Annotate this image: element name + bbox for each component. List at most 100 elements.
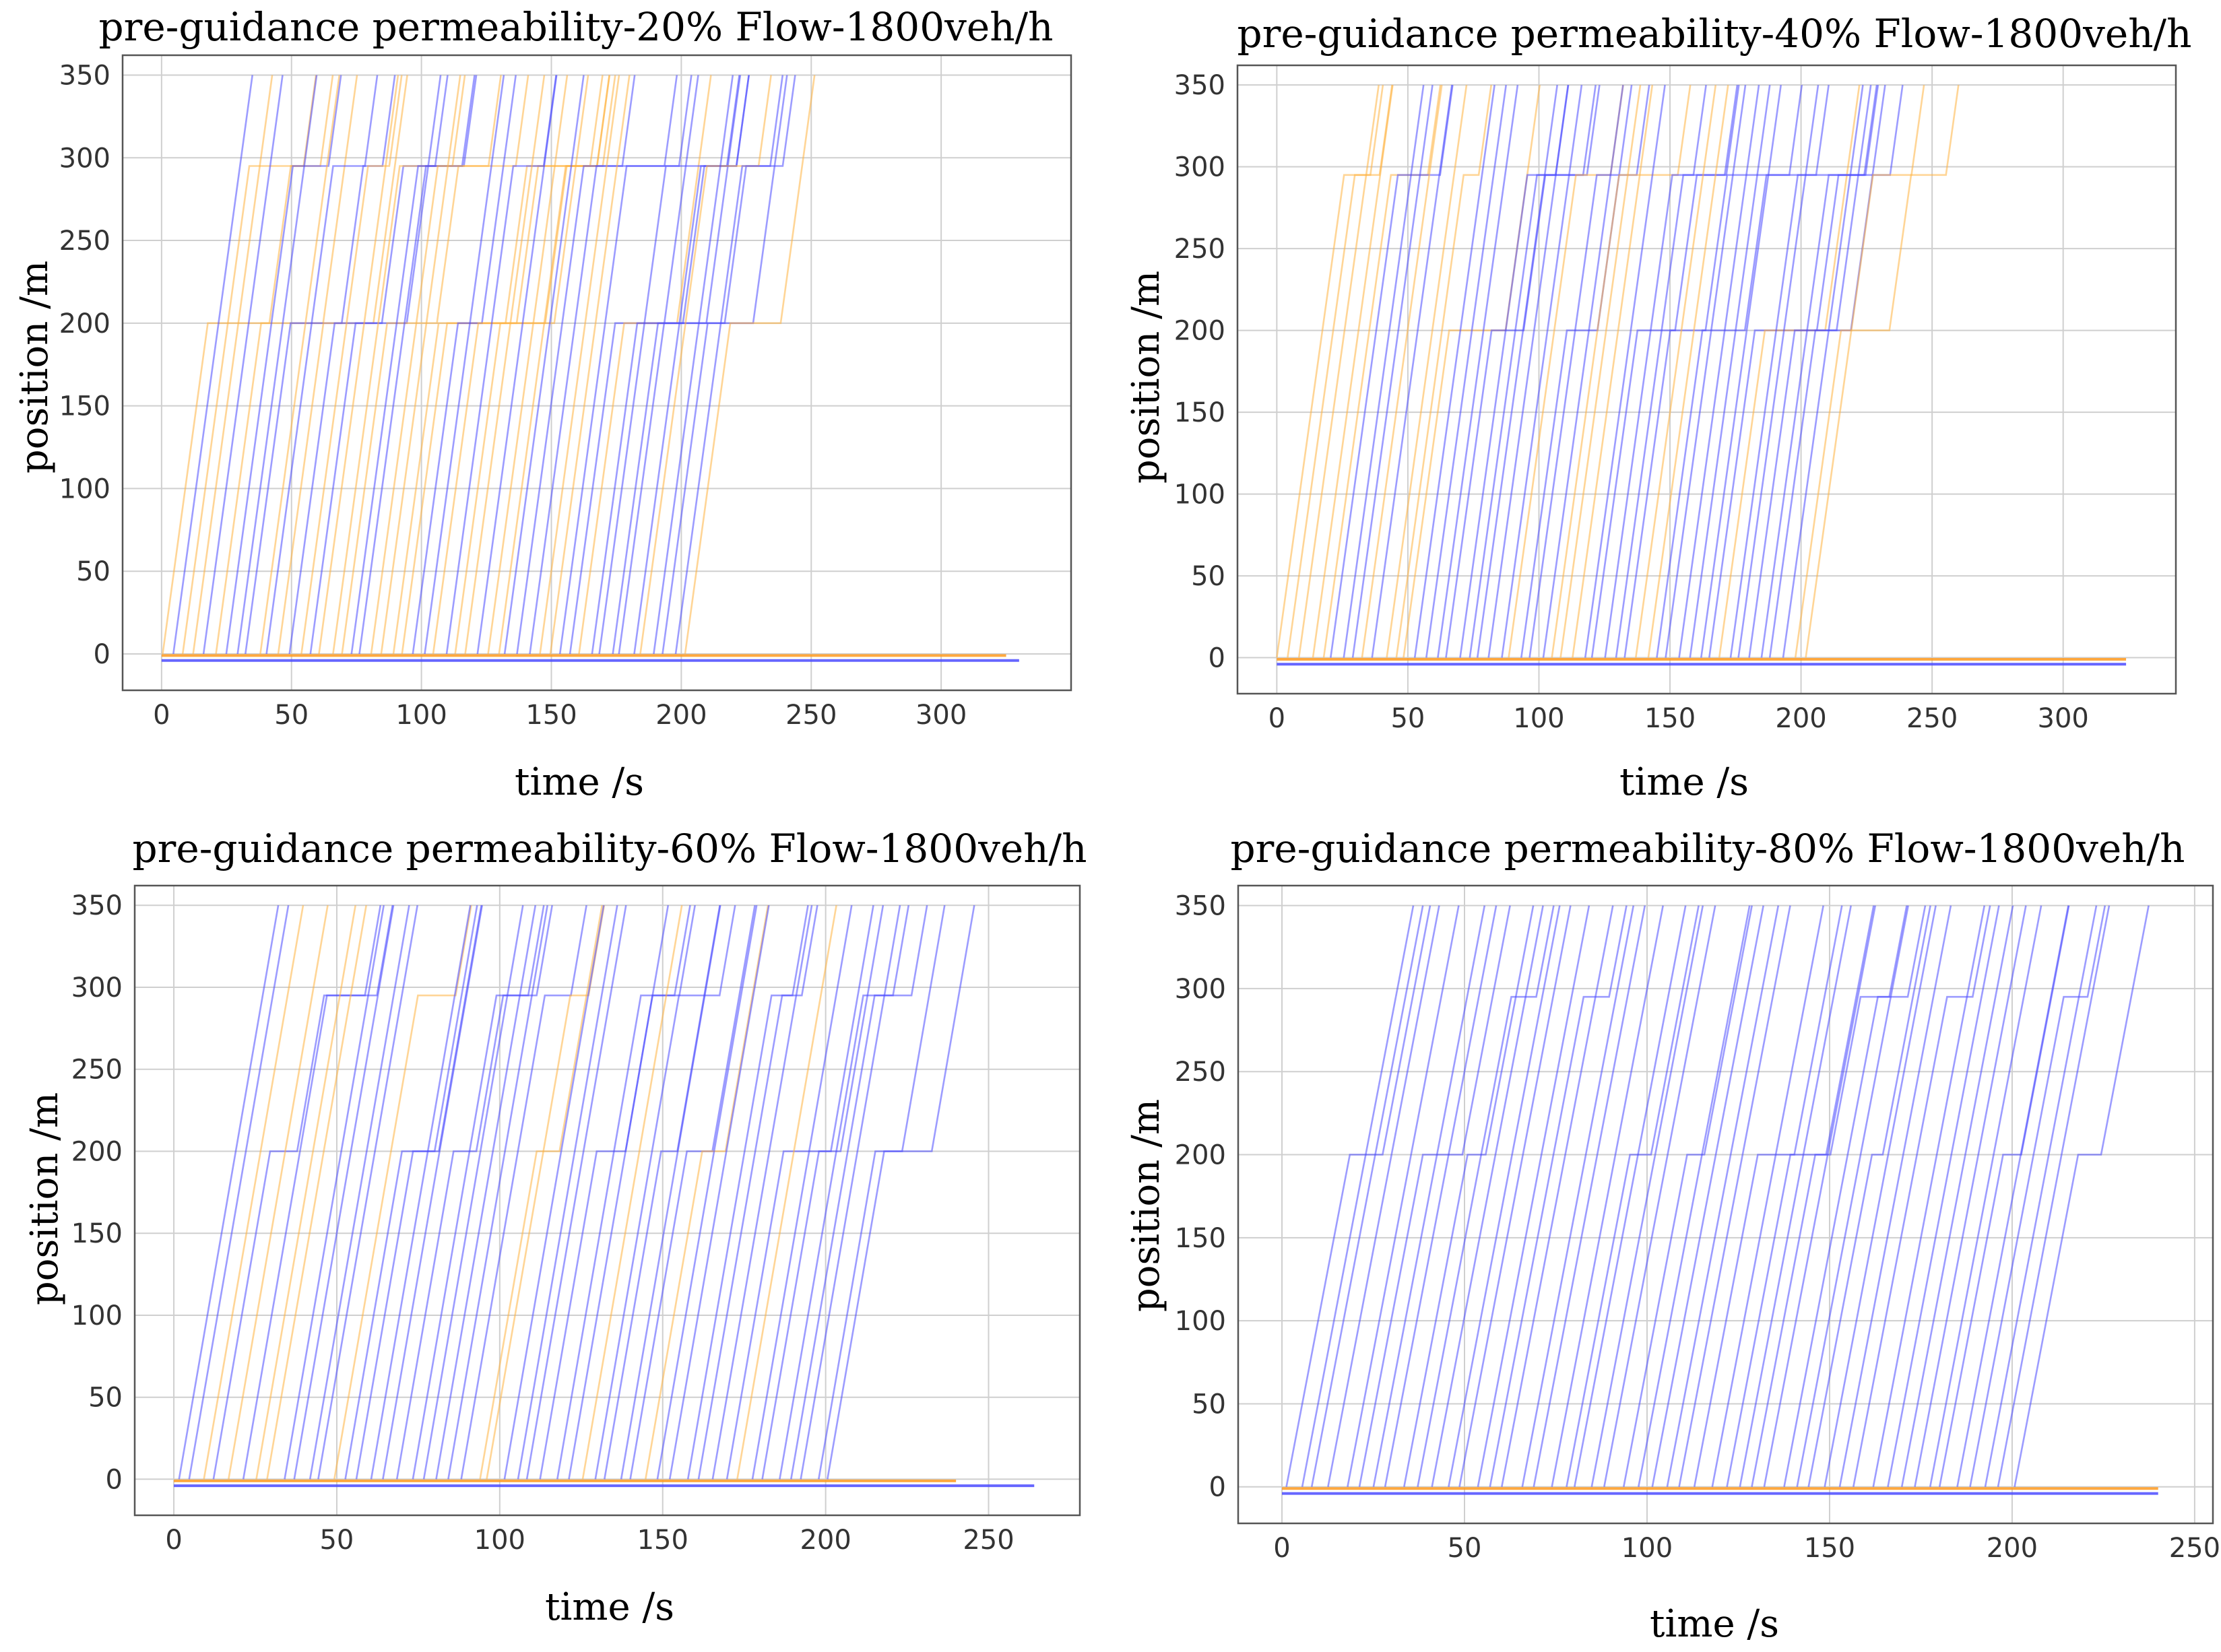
- trajectory-guided: [1590, 85, 1740, 658]
- trajectory-guided: [1956, 905, 2069, 1487]
- y-tick-label: 350: [59, 60, 110, 91]
- trajectory-unguided: [454, 75, 589, 655]
- trajectory-guided: [1782, 85, 1864, 658]
- trajectory-unguided: [1322, 85, 1442, 658]
- x-tick-label: 0: [153, 700, 170, 731]
- trajectory-guided: [1768, 85, 1886, 658]
- trajectory-guided: [1678, 905, 1791, 1487]
- trajectory-guided: [1469, 85, 1570, 658]
- trajectory-guided: [618, 75, 740, 655]
- trajectory-unguided: [259, 75, 341, 655]
- trajectory-guided: [1521, 905, 1635, 1487]
- x-tick-label: 250: [963, 1525, 1014, 1556]
- trajectory-guided: [568, 904, 691, 1480]
- trajectory-guided: [1501, 85, 1583, 658]
- trajectory-guided: [1489, 905, 1628, 1487]
- trajectory-guided: [761, 904, 884, 1480]
- trajectory-unguided: [162, 75, 334, 655]
- x-tick-label: 250: [1906, 703, 1958, 734]
- trajectory-guided: [1448, 905, 1561, 1487]
- plot-area: [1238, 886, 2213, 1523]
- trajectory-guided: [1796, 905, 1909, 1487]
- y-axis-label: position /m: [1124, 1099, 1168, 1312]
- trajectory-guided: [1700, 85, 1782, 658]
- plot-frame: [1236, 64, 2177, 695]
- trajectory-guided: [1403, 905, 1535, 1487]
- trajectory-guided: [395, 904, 553, 1480]
- x-axis-label: time /s: [1619, 760, 1749, 804]
- trajectory-guided: [424, 75, 505, 655]
- trajectory-guided: [1542, 85, 1624, 658]
- chart-panel-1: pre-guidance permeability-20% Flow-1800v…: [13, 4, 1072, 804]
- x-tick-label: 250: [2169, 1533, 2220, 1564]
- trajectory-guided: [517, 904, 618, 1480]
- y-tick-label: 50: [88, 1383, 123, 1414]
- trajectory-unguided: [215, 75, 358, 655]
- plot-area: [135, 886, 1080, 1515]
- trajectory-unguided: [277, 75, 408, 655]
- trajectory-guided: [827, 904, 975, 1480]
- trajectory-guided: [382, 904, 483, 1480]
- trajectory-guided: [620, 904, 721, 1480]
- trajectory-guided: [1726, 905, 1875, 1487]
- trajectory-unguided: [300, 75, 403, 655]
- trajectory-guided: [1623, 85, 1803, 658]
- x-tick-label: 200: [1987, 1533, 2038, 1564]
- trajectory-guided: [1310, 905, 1424, 1487]
- x-axis-label: time /s: [545, 1585, 674, 1629]
- y-axis-label: position /m: [13, 261, 57, 473]
- trajectory-guided: [1501, 905, 1614, 1487]
- trajectory-unguided: [255, 904, 356, 1480]
- trajectory-unguided: [1287, 85, 1384, 658]
- trajectory-guided: [172, 75, 253, 655]
- trajectory-guided: [1520, 85, 1633, 658]
- trajectory-guided: [1689, 85, 1771, 658]
- trajectory-guided: [1590, 905, 1704, 1487]
- trajectory-guided: [284, 904, 385, 1480]
- trajectory-guided: [1615, 85, 1739, 658]
- trajectory-guided: [1327, 905, 1440, 1487]
- trajectory-guided: [1729, 85, 1830, 658]
- y-tick-label: 150: [59, 391, 110, 422]
- trajectory-guided: [1763, 905, 1877, 1487]
- trajectory-unguided: [684, 75, 816, 655]
- trajectory-guided: [525, 904, 627, 1480]
- trajectory-guided: [1358, 905, 1511, 1487]
- trajectory-guided: [178, 904, 280, 1480]
- trajectory-unguided: [1805, 85, 1925, 658]
- trajectory-unguided: [1312, 85, 1394, 658]
- x-tick-label: 200: [1775, 703, 1826, 734]
- chart-panel-2: pre-guidance permeability-40% Flow-1800v…: [1124, 11, 2191, 804]
- trajectory-guided: [711, 904, 813, 1480]
- y-tick-label: 200: [71, 1136, 123, 1167]
- x-tick-label: 150: [637, 1525, 688, 1556]
- x-tick-label: 50: [1448, 1533, 1482, 1564]
- trajectory-unguided: [203, 904, 304, 1480]
- y-tick-label: 250: [1174, 234, 1225, 265]
- trajectory-guided: [1938, 905, 2070, 1487]
- trajectory-group: [1276, 85, 1960, 658]
- chart-panel-4: pre-guidance permeability-80% Flow-1800v…: [1124, 826, 2220, 1646]
- trajectory-guided: [236, 75, 318, 655]
- trajectory-guided: [1984, 905, 2098, 1487]
- trajectory-guided: [1665, 85, 1747, 658]
- trajectory-group: [1285, 905, 2150, 1487]
- y-tick-label: 300: [71, 972, 123, 1003]
- trajectory-guided: [1969, 905, 2106, 1487]
- trajectory-unguided: [1508, 85, 1624, 658]
- y-tick-label: 150: [71, 1218, 123, 1249]
- y-tick-label: 100: [71, 1300, 123, 1331]
- trajectory-unguided: [1297, 85, 1380, 658]
- trajectory-guided: [1623, 905, 1753, 1487]
- trajectory-unguided: [228, 904, 329, 1480]
- trajectory-guided: [668, 904, 770, 1480]
- x-tick-label: 0: [1273, 1533, 1290, 1564]
- trajectory-unguided: [736, 904, 837, 1480]
- y-tick-label: 50: [76, 556, 110, 587]
- trajectory-unguided: [1794, 85, 1960, 658]
- y-tick-label: 200: [1174, 316, 1225, 347]
- trajectory-guided: [674, 75, 784, 655]
- trajectory-guided: [265, 75, 379, 655]
- y-tick-label: 0: [1209, 643, 1225, 674]
